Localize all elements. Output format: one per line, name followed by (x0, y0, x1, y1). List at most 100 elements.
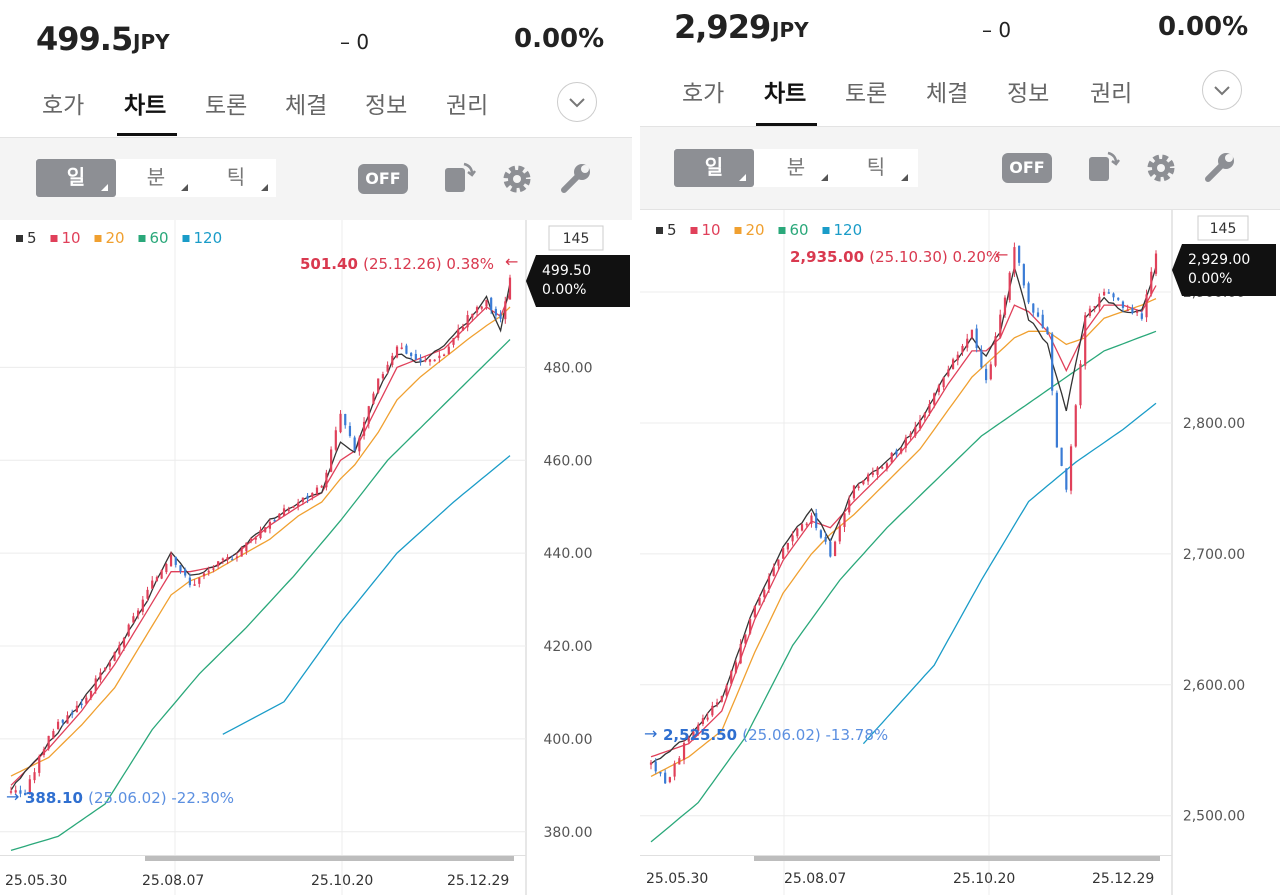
candle-body (791, 535, 794, 542)
high-price-annotation: 501.40 (25.12.26) 0.38% (300, 255, 494, 273)
period-minute-button[interactable]: 분 (116, 159, 196, 197)
candle-body (1126, 309, 1129, 312)
expand-tabs-button[interactable] (557, 82, 597, 122)
period-tick-button[interactable]: 틱 (196, 159, 276, 197)
candle-body (212, 568, 215, 570)
candle-body (796, 528, 799, 537)
candle-body (395, 346, 399, 358)
tab-chart[interactable]: 차트 (124, 93, 167, 119)
candlestick-chart[interactable]: 480.00 460.00 440.00 420.00 400.00 380.00 5 10 2… (0, 220, 632, 896)
candle-body (772, 567, 775, 576)
candle-body (692, 731, 695, 740)
candle-body (334, 430, 337, 450)
candle-body (38, 756, 41, 773)
candle-body (99, 672, 102, 680)
tab-orderbook[interactable]: 호가 (682, 81, 725, 107)
candle-body (711, 705, 714, 716)
tab-rights[interactable]: 권리 (446, 93, 489, 119)
rotate-screen-icon[interactable] (442, 160, 476, 194)
candle-body (508, 277, 512, 300)
candlestick-chart[interactable]: 2,900.002,800.002,700.002,600.002,500.00… (640, 210, 1280, 896)
price-header: 499.5 JPY – 0 0.00% (0, 10, 632, 70)
candle-body (923, 413, 926, 418)
candle-body (301, 497, 304, 502)
wrench-icon[interactable] (558, 162, 592, 196)
indicator-off-toggle[interactable]: OFF (1002, 153, 1052, 183)
candle-body (141, 599, 144, 612)
candle-body (664, 772, 667, 784)
tab-info[interactable]: 정보 (365, 93, 408, 119)
tab-trades[interactable]: 체결 (285, 93, 328, 119)
gear-icon[interactable] (1144, 151, 1178, 185)
tab-discussion[interactable]: 토론 (845, 81, 888, 107)
candle-body (80, 703, 83, 706)
bar-count-label: 145 (563, 231, 590, 247)
candle-body (734, 662, 738, 673)
candle-body (461, 326, 465, 331)
dropdown-triangle-icon (901, 174, 908, 181)
high-arrow-icon: ← (995, 245, 1008, 264)
rotate-screen-icon[interactable] (1086, 149, 1120, 183)
panel-divider (632, 0, 640, 896)
candle-body (975, 328, 978, 349)
legend-label: 20 (106, 229, 125, 247)
candle-body (918, 420, 922, 429)
tab-trades[interactable]: 체결 (926, 81, 969, 107)
candle-body (1121, 301, 1125, 308)
current-price-badge (526, 255, 630, 307)
candle-body (800, 524, 804, 531)
candle-body (1079, 363, 1082, 406)
candle-body (1154, 253, 1158, 274)
candle-body (701, 718, 705, 725)
candle-body (160, 570, 163, 579)
x-axis-line (640, 855, 1172, 856)
candle-body (786, 542, 789, 550)
candle-body (311, 492, 314, 497)
price-change: – 0 (982, 18, 1012, 42)
tab-orderbook[interactable]: 호가 (42, 93, 85, 119)
y-tick-label: 380.00 (544, 825, 593, 841)
candle-body (706, 717, 709, 720)
candle-body (857, 486, 860, 488)
tab-chart[interactable]: 차트 (764, 81, 807, 107)
x-tick-label: 25.10.20 (953, 871, 1015, 887)
candle-body (207, 570, 210, 573)
period-day-button[interactable]: 일 (36, 159, 116, 197)
candle-body (174, 556, 177, 565)
y-tick-label: 2,800.00 (1183, 416, 1245, 432)
candle-body (113, 652, 116, 661)
candle-body (61, 719, 64, 723)
candle-body (391, 355, 394, 365)
x-tick-label: 25.10.20 (311, 873, 373, 889)
candle-body (282, 508, 286, 517)
candle-body (659, 772, 662, 774)
candle-body (104, 667, 107, 671)
candle-body (447, 346, 450, 355)
tab-info[interactable]: 정보 (1007, 81, 1050, 107)
candle-body (132, 616, 135, 623)
ma-120-line (222, 455, 511, 735)
candle-body (1051, 333, 1054, 391)
candle-body (386, 364, 389, 372)
candle-body (942, 377, 945, 388)
candle-body (909, 433, 912, 438)
wrench-icon[interactable] (1202, 151, 1236, 185)
tab-rights[interactable]: 권리 (1090, 81, 1133, 107)
x-tick-label: 25.12.29 (1092, 871, 1154, 887)
period-day-button[interactable]: 일 (674, 149, 754, 187)
candle-body (933, 393, 936, 405)
candle-body (188, 577, 191, 586)
candle-body (249, 538, 253, 541)
expand-tabs-button[interactable] (1202, 70, 1242, 110)
tab-discussion[interactable]: 토론 (205, 93, 248, 119)
low-price-annotation: 388.10 (25.06.02) -22.30% (25, 789, 234, 807)
candle-body (876, 467, 879, 475)
candle-body (452, 338, 455, 345)
indicator-off-toggle[interactable]: OFF (358, 164, 408, 194)
gear-icon[interactable] (500, 162, 534, 196)
period-tick-button[interactable]: 틱 (836, 149, 916, 187)
period-minute-label: 분 (786, 155, 806, 179)
period-minute-button[interactable]: 분 (756, 149, 836, 187)
candle-body (1088, 308, 1092, 316)
candle-body (42, 749, 46, 755)
